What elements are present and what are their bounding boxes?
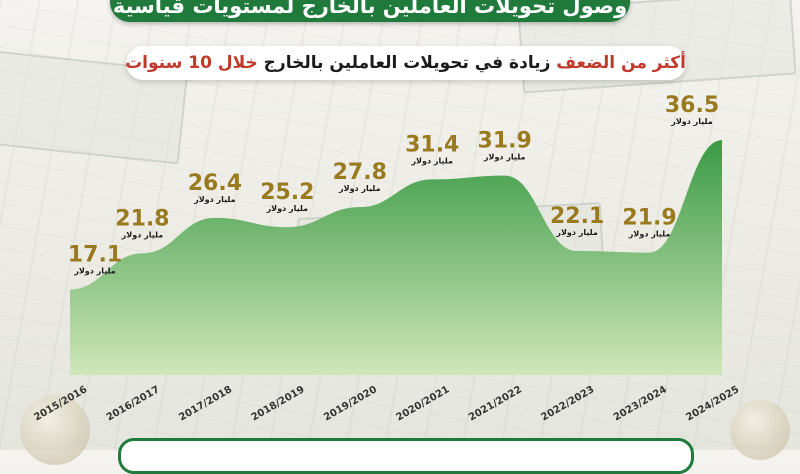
value-label: 36.5 — [665, 93, 719, 118]
value-label: 31.4 — [405, 132, 459, 157]
x-tick-label: 2018/2019 — [250, 384, 307, 423]
x-tick-label: 2017/2018 — [177, 384, 234, 423]
value-label: 22.1 — [550, 204, 604, 229]
x-tick-label: 2019/2020 — [322, 384, 379, 423]
unit-label: مليار دولار — [193, 195, 236, 204]
unit-label: مليار دولار — [628, 230, 671, 239]
value-label: 31.9 — [478, 129, 532, 154]
x-tick-label: 2021/2022 — [467, 384, 524, 423]
subtitle-middle: زيادة في تحويلات العاملين بالخارج — [257, 53, 557, 73]
value-label: 21.9 — [622, 206, 676, 231]
x-tick-label: 2016/2017 — [105, 384, 162, 423]
unit-label: مليار دولار — [266, 204, 309, 213]
banner-title: وصول تحويلات العاملين بالخارج لمستويات ق… — [110, 0, 630, 22]
subtitle-highlight-1: أكثر من الضعف — [556, 53, 686, 73]
value-label: 21.8 — [115, 206, 169, 231]
value-label: 27.8 — [333, 160, 387, 185]
unit-label: مليار دولار — [73, 267, 116, 276]
unit-label: مليار دولار — [555, 228, 598, 237]
chart-subtitle: أكثر من الضعف زيادة في تحويلات العاملين … — [125, 46, 686, 80]
x-tick-label: 2023/2024 — [612, 384, 669, 423]
subtitle-highlight-2: خلال 10 سنوات — [125, 53, 258, 73]
unit-label: مليار دولار — [670, 117, 713, 126]
value-label: 17.1 — [68, 243, 122, 268]
unit-label: مليار دولار — [338, 184, 381, 193]
unit-label: مليار دولار — [121, 230, 164, 239]
unit-label: مليار دولار — [483, 153, 526, 162]
x-tick-label: 2024/2025 — [684, 384, 741, 423]
unit-label: مليار دولار — [410, 156, 453, 165]
bottom-info-panel — [118, 438, 694, 474]
banner-title-text: وصول تحويلات العاملين بالخارج لمستويات ق… — [112, 0, 628, 18]
x-tick-label: 2022/2023 — [539, 384, 596, 423]
value-label: 25.2 — [260, 180, 314, 205]
value-label: 26.4 — [188, 171, 242, 196]
area-series — [70, 140, 722, 375]
x-tick-label: 2020/2021 — [395, 384, 452, 423]
x-tick-label: 2015/2016 — [32, 384, 89, 423]
